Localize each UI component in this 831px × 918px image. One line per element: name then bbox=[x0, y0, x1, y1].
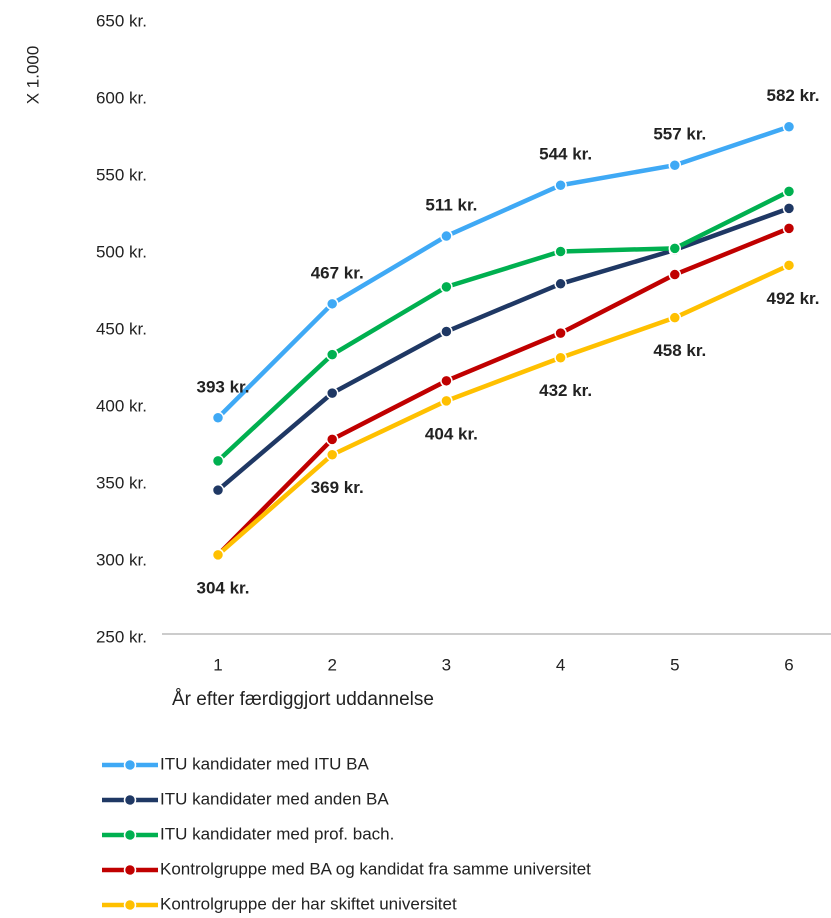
point-marker bbox=[440, 374, 453, 388]
data-label: 557 kr. bbox=[653, 125, 706, 144]
legend-marker bbox=[123, 793, 137, 807]
point-marker bbox=[211, 411, 225, 425]
data-label: 432 kr. bbox=[539, 381, 592, 400]
x-tick-label: 6 bbox=[784, 655, 793, 674]
legend-marker bbox=[123, 758, 137, 772]
point-marker bbox=[782, 202, 796, 215]
legend-label: ITU kandidater med anden BA bbox=[160, 789, 389, 808]
legend-label: Kontrolgruppe der har skiftet universite… bbox=[160, 894, 457, 913]
data-label: 393 kr. bbox=[197, 377, 250, 396]
point-marker bbox=[668, 268, 682, 281]
x-tick-label: 2 bbox=[327, 655, 336, 674]
point-marker bbox=[554, 277, 567, 291]
point-marker bbox=[211, 548, 225, 562]
point-marker bbox=[782, 259, 796, 272]
y-tick-label: 350 kr. bbox=[96, 473, 147, 492]
series-line bbox=[216, 226, 790, 557]
point-marker bbox=[554, 326, 567, 340]
x-tick-label: 5 bbox=[670, 655, 679, 674]
legend-marker bbox=[123, 828, 137, 842]
point-marker bbox=[325, 433, 339, 446]
point-marker bbox=[782, 185, 796, 198]
y-tick-label: 600 kr. bbox=[96, 88, 147, 107]
y-tick-label: 300 kr. bbox=[96, 550, 147, 569]
point-marker bbox=[440, 280, 453, 294]
legend-marker bbox=[123, 898, 137, 912]
data-label: 544 kr. bbox=[539, 145, 592, 164]
data-label: 369 kr. bbox=[311, 478, 364, 497]
y-tick-label: 500 kr. bbox=[96, 242, 147, 261]
y-tick-label: 250 kr. bbox=[96, 627, 147, 646]
point-marker bbox=[440, 325, 453, 338]
series-line bbox=[216, 189, 791, 463]
point-marker bbox=[325, 348, 339, 361]
point-marker bbox=[440, 229, 453, 243]
point-marker bbox=[211, 483, 225, 497]
y-tick-label: 400 kr. bbox=[96, 396, 147, 415]
data-label: 511 kr. bbox=[425, 196, 477, 215]
series-line bbox=[216, 206, 790, 492]
point-marker bbox=[782, 120, 796, 133]
point-marker bbox=[325, 297, 339, 311]
point-marker bbox=[325, 386, 339, 400]
legend-label: ITU kandidater med ITU BA bbox=[160, 754, 369, 773]
y-tick-label: 450 kr. bbox=[96, 319, 147, 338]
data-label: 492 kr. bbox=[767, 289, 820, 308]
point-marker bbox=[668, 158, 682, 172]
x-axis-label: År efter færdiggjort uddannelse bbox=[172, 689, 434, 710]
point-marker bbox=[211, 454, 225, 468]
legend-label: ITU kandidater med prof. bach. bbox=[160, 824, 394, 843]
legend-marker bbox=[123, 863, 137, 877]
x-tick-label: 4 bbox=[556, 655, 565, 674]
y-tick-label: 650 kr. bbox=[96, 11, 147, 30]
data-label: 467 kr. bbox=[311, 263, 364, 282]
data-label: 458 kr. bbox=[653, 341, 706, 360]
point-marker bbox=[554, 245, 567, 258]
point-marker bbox=[554, 351, 567, 364]
x-tick-label: 3 bbox=[442, 655, 451, 674]
data-label: 582 kr. bbox=[767, 86, 820, 105]
point-marker bbox=[782, 222, 796, 235]
y-tick-label: 550 kr. bbox=[96, 165, 147, 184]
legend-label: Kontrolgruppe med BA og kandidat fra sam… bbox=[160, 859, 591, 878]
y-axis-label: X 1.000 bbox=[23, 46, 42, 105]
point-marker bbox=[668, 311, 682, 324]
data-label: 404 kr. bbox=[425, 424, 478, 443]
point-marker bbox=[325, 448, 339, 461]
point-marker bbox=[554, 178, 567, 192]
series-line bbox=[216, 124, 790, 420]
point-marker bbox=[668, 242, 682, 255]
point-marker bbox=[440, 394, 453, 408]
series-line bbox=[216, 263, 790, 557]
data-label: 304 kr. bbox=[197, 578, 250, 597]
x-tick-label: 1 bbox=[213, 655, 222, 674]
